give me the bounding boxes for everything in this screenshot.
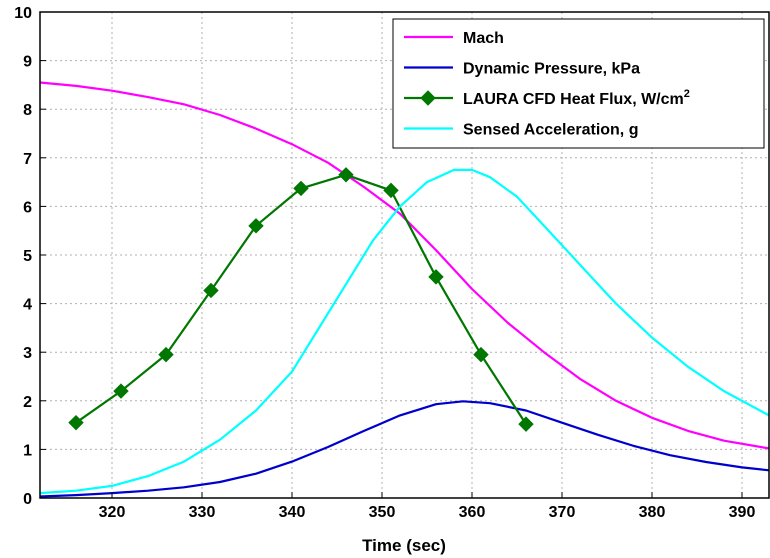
legend-label-text: Sensed Acceleration, g <box>463 122 638 139</box>
x-axis-label: Time (sec) <box>362 536 446 555</box>
series-line <box>39 81 770 450</box>
y-tick-label: 8 <box>23 102 32 119</box>
y-tick-label: 0 <box>23 491 32 508</box>
series-line <box>75 173 527 425</box>
series-2 <box>68 167 534 432</box>
legend-entry: Dynamic Pressure, kPa <box>404 61 640 78</box>
series-line <box>39 168 770 495</box>
series-0 <box>39 81 770 450</box>
x-tick-label: 390 <box>729 504 756 521</box>
x-tick-label: 360 <box>459 504 486 521</box>
legend-entry: Mach <box>404 30 504 47</box>
legend-label-text: Dynamic Pressure, kPa <box>463 61 640 78</box>
y-tick-label: 1 <box>23 442 32 459</box>
legend-marker <box>420 90 436 106</box>
series-1 <box>39 400 770 498</box>
y-tick-label: 2 <box>23 394 32 411</box>
x-tick-label: 370 <box>549 504 576 521</box>
data-point <box>113 383 129 399</box>
x-tick-label: 350 <box>369 504 396 521</box>
y-tick-label: 7 <box>23 151 32 168</box>
series-3 <box>39 168 770 495</box>
series-line <box>39 400 770 498</box>
y-tick-label: 9 <box>23 54 32 71</box>
data-point <box>68 414 84 431</box>
legend-box <box>392 18 765 149</box>
data-point <box>518 416 534 432</box>
data-point <box>473 346 489 363</box>
x-tick-label: 320 <box>99 504 126 521</box>
legend-label: Mach <box>463 30 504 47</box>
data-point <box>158 346 174 363</box>
y-tick-label: 6 <box>23 199 32 216</box>
data-point <box>338 167 354 183</box>
legend-label: Dynamic Pressure, kPa <box>463 61 640 78</box>
legend: Mach Dynamic Pressure, kPa LAURA CFD Heat … <box>392 18 765 149</box>
y-tick-label: 4 <box>23 297 32 314</box>
x-tick-label: 340 <box>279 504 306 521</box>
axis-ticks: 320 330 340 350 360 370 380 390 0 1 2 3 4 5 6 7 8 9 10 <box>14 5 755 521</box>
plot-series <box>39 81 770 498</box>
legend-label-text: LAURA CFD Heat Flux, W/cm <box>463 91 684 108</box>
legend-label-superscript: 2 <box>684 88 690 100</box>
legend-label-text: Mach <box>463 30 504 47</box>
y-tick-label: 5 <box>23 248 32 265</box>
data-point <box>248 218 264 234</box>
x-tick-label: 380 <box>639 504 666 521</box>
y-tick-label: 10 <box>14 5 32 22</box>
data-point <box>293 180 309 197</box>
legend-entry: LAURA CFD Heat Flux, W/cm2 <box>404 88 690 108</box>
x-tick-label: 330 <box>189 504 216 521</box>
legend-label: LAURA CFD Heat Flux, W/cm2 <box>463 88 690 108</box>
legend-entry: Sensed Acceleration, g <box>404 122 638 139</box>
y-tick-label: 3 <box>23 345 32 362</box>
data-point <box>383 182 399 199</box>
data-point <box>203 282 219 299</box>
data-point <box>428 269 444 285</box>
legend-label: Sensed Acceleration, g <box>463 122 638 139</box>
